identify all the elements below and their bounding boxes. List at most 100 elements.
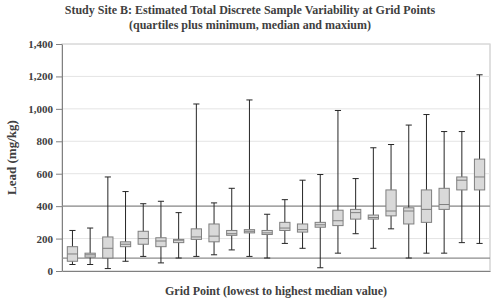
whisker-cap-min (87, 264, 93, 265)
box (386, 190, 396, 216)
whisker-cap-min (282, 243, 288, 244)
whisker-cap-max (476, 74, 482, 75)
grid-line (62, 141, 490, 142)
whisker-cap-max (388, 144, 394, 145)
whisker-cap-max (282, 199, 288, 200)
median (191, 236, 201, 237)
whisker (178, 213, 179, 258)
whisker-cap-max (335, 110, 341, 111)
grid-line (62, 76, 490, 77)
whisker-cap-max (193, 103, 199, 104)
reference-line (62, 257, 490, 258)
median (227, 233, 237, 234)
whisker-cap-min (353, 233, 359, 234)
box-plot (191, 104, 201, 256)
whisker (125, 192, 126, 262)
box (120, 242, 130, 247)
box-plot (457, 132, 467, 243)
whisker-cap-max (229, 188, 235, 189)
box (333, 210, 343, 225)
box (368, 215, 378, 219)
plot: 02004006008001,0001,2001,400 (28, 38, 490, 277)
y-tick-mark (56, 174, 62, 175)
title: Study Site B: Estimated Total Discrete S… (65, 3, 436, 17)
box-plot (262, 214, 272, 258)
whisker-cap-min (211, 254, 217, 255)
x-axis (63, 271, 491, 273)
y-tick-label: 800 (37, 135, 54, 147)
whisker (284, 200, 285, 244)
whisker-cap-max (423, 114, 429, 115)
y-tick-label: 400 (37, 200, 54, 212)
y-tick: 800 (37, 135, 63, 147)
whisker-cap-min (246, 256, 252, 257)
whisker-cap-min (176, 258, 182, 259)
box-plot (120, 192, 130, 262)
box-plot (227, 188, 237, 250)
median (174, 240, 184, 241)
box-plot (244, 100, 254, 256)
box-plot (103, 177, 113, 269)
box-plot (209, 203, 219, 255)
median (85, 254, 95, 255)
y-axis-line (62, 45, 63, 272)
whisker-cap-min (317, 267, 323, 268)
grid-line (62, 173, 490, 174)
y-tick: 1,200 (28, 70, 62, 82)
y-tick-mark (56, 206, 62, 207)
box (315, 222, 325, 227)
median (368, 217, 378, 218)
whisker (408, 125, 409, 258)
whisker (320, 175, 321, 268)
y-tick: 400 (37, 200, 63, 212)
y-tick-label: 0 (48, 265, 54, 277)
whisker-cap-min (406, 258, 412, 259)
box (174, 239, 184, 242)
box-plot (439, 132, 449, 254)
box (457, 177, 467, 190)
median (457, 180, 467, 181)
whisker-cap-max (176, 212, 182, 213)
whisker (426, 115, 427, 254)
whisker (267, 214, 268, 258)
box (351, 209, 361, 219)
y-tick-mark (56, 109, 62, 110)
box (404, 208, 414, 224)
whisker-cap-min (441, 253, 447, 254)
y-tick-label: 200 (37, 233, 54, 245)
whisker-cap-min (69, 264, 75, 265)
box-plot (386, 145, 396, 229)
box-plot (138, 204, 148, 257)
box (421, 190, 431, 222)
whisker (355, 179, 356, 234)
box (262, 230, 272, 234)
y-tick: 600 (37, 168, 63, 180)
plot-frame (62, 44, 490, 271)
box (85, 253, 95, 257)
median (209, 236, 219, 237)
box-plot (368, 148, 378, 249)
box (67, 247, 77, 262)
median (297, 229, 307, 230)
box-plot (67, 230, 77, 264)
whisker-cap-max (317, 174, 323, 175)
whisker (160, 201, 161, 263)
whisker-cap-min (264, 258, 270, 259)
y-axis: 02004006008001,0001,2001,400 (28, 38, 62, 277)
box (280, 222, 290, 230)
whisker (231, 188, 232, 250)
box-plot (474, 75, 484, 244)
y-tick-mark (56, 76, 62, 77)
box (138, 231, 148, 244)
box (439, 188, 449, 209)
marks (62, 75, 490, 269)
y-tick: 200 (37, 233, 63, 245)
box (227, 230, 237, 235)
whisker-cap-max (140, 203, 146, 204)
median (439, 204, 449, 205)
y-tick-mark (56, 141, 62, 142)
box (297, 224, 307, 232)
median (103, 248, 113, 249)
whisker-cap-min (122, 261, 128, 262)
whisker-cap-max (406, 125, 412, 126)
